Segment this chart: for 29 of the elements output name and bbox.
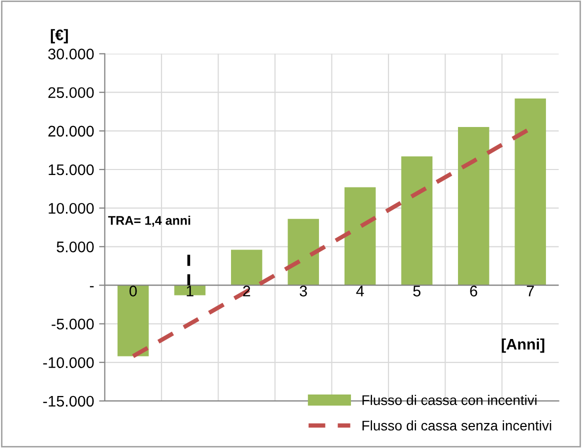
x-tick-label: 1 [186, 286, 194, 296]
x-tick-label: 4 [356, 286, 364, 296]
y-axis-title: [€] [50, 29, 68, 44]
x-tick-label: 3 [300, 286, 307, 296]
bar [458, 127, 490, 286]
y-tick-label: 25.000 [48, 87, 94, 98]
y-tick-label: -15.000 [43, 396, 94, 407]
bar [514, 98, 546, 286]
y-tick-label: 20.000 [48, 126, 94, 137]
bar [288, 218, 319, 286]
y-tick-label: -5.000 [52, 318, 94, 330]
x-tick-label: 5 [413, 286, 420, 296]
bar [344, 187, 376, 286]
y-tick-label: 10.000 [48, 202, 94, 214]
x-tick-label: 6 [470, 286, 478, 296]
bar [118, 285, 149, 356]
x-tick-label: 7 [526, 286, 534, 296]
bar [231, 250, 262, 286]
legend-label: Flusso di cassa senza incentivi [362, 420, 552, 431]
x-tick-label: 0 [129, 286, 137, 296]
x-axis-title: [Anni] [502, 338, 544, 353]
y-tick-label: 30.000 [48, 48, 94, 60]
bar [401, 156, 432, 286]
y-tick-label: 15.000 [48, 164, 94, 176]
y-tick-label: -10.000 [43, 357, 94, 368]
y-tick-label: - [90, 286, 94, 288]
annotation: TRA= 1,4 anni [108, 216, 190, 227]
y-tick-label: 5.000 [56, 242, 94, 252]
legend-label: Flusso di cassa con incentivi [362, 394, 536, 406]
